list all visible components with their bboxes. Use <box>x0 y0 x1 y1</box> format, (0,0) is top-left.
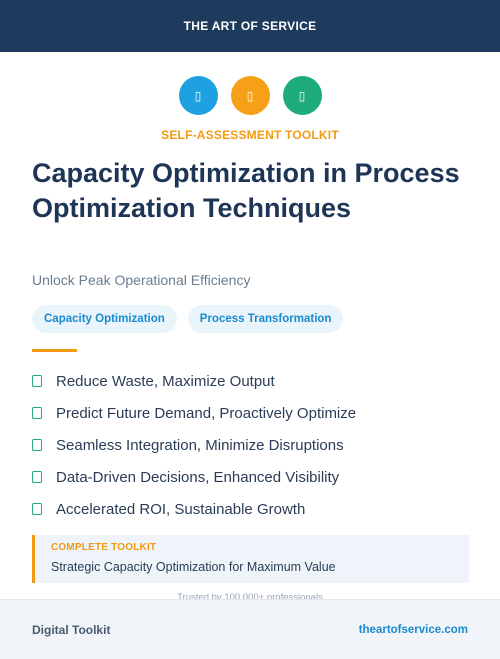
checkbox-icon <box>32 439 42 451</box>
tag-capacity-optimization: Capacity Optimization <box>32 305 177 333</box>
page-title: Capacity Optimization in Process Optimiz… <box>32 158 460 223</box>
list-item: Data-Driven Decisions, Enhanced Visibili… <box>32 461 356 493</box>
checkbox-icon <box>32 375 42 387</box>
trusted-note: Trusted by 100,000+ professionals <box>177 592 323 603</box>
list-item: Predict Future Demand, Proactively Optim… <box>32 397 356 429</box>
footer: Digital Toolkit theartofservice.com <box>0 599 500 659</box>
brand-name: THE ART OF SERVICE <box>183 19 317 33</box>
chart-icon: ▯ <box>230 76 270 115</box>
footer-label: Digital Toolkit <box>32 622 111 637</box>
checkbox-icon <box>32 503 42 515</box>
toolkit-kicker: SELF-ASSESSMENT TOOLKIT <box>161 128 339 142</box>
top-banner: THE ART OF SERVICE <box>0 0 500 52</box>
checkbox-icon <box>32 407 42 419</box>
list-item: Seamless Integration, Minimize Disruptio… <box>32 429 356 461</box>
callout-kicker: COMPLETE TOOLKIT <box>51 542 157 553</box>
benefit-text: Accelerated ROI, Sustainable Growth <box>56 500 306 518</box>
check-icon: ▯ <box>282 76 322 115</box>
benefit-text: Data-Driven Decisions, Enhanced Visibili… <box>56 468 340 486</box>
tag-process-transformation: Process Transformation <box>187 305 344 333</box>
checkbox-icon <box>32 471 42 483</box>
benefit-list: Reduce Waste, Maximize Output Predict Fu… <box>32 365 356 525</box>
list-item: Accelerated ROI, Sustainable Growth <box>32 493 356 525</box>
tag-list: Capacity Optimization Process Transforma… <box>32 305 344 333</box>
icon-row: ▯ ▯ ▯ <box>0 76 500 115</box>
benefit-text: Seamless Integration, Minimize Disruptio… <box>56 436 344 454</box>
benefit-text: Reduce Waste, Maximize Output <box>56 372 275 390</box>
callout-text: Strategic Capacity Optimization for Maxi… <box>51 560 336 574</box>
list-item: Reduce Waste, Maximize Output <box>32 365 356 397</box>
website-link[interactable]: theartofservice.com <box>358 623 468 636</box>
tool-icon: ▯ <box>178 76 218 115</box>
toolkit-callout: COMPLETE TOOLKIT Strategic Capacity Opti… <box>32 535 469 583</box>
subtitle: Unlock Peak Operational Efficiency <box>32 272 251 288</box>
benefit-text: Predict Future Demand, Proactively Optim… <box>56 404 357 422</box>
accent-divider <box>32 349 77 352</box>
